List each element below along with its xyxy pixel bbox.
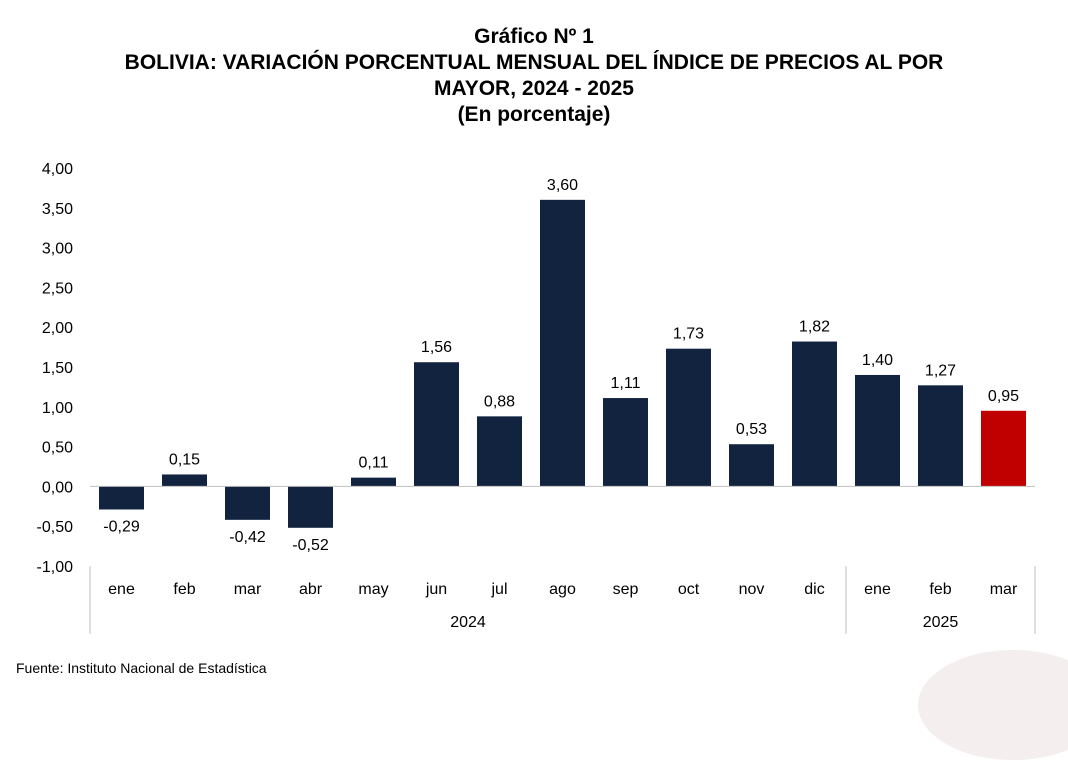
bar — [729, 444, 774, 487]
data-label: 3,60 — [547, 177, 578, 194]
data-label: 1,11 — [611, 375, 641, 392]
x-tick-label: ene — [108, 581, 135, 598]
x-tick-label: ene — [864, 581, 891, 598]
data-label: 1,40 — [862, 352, 893, 369]
y-tick-label: -0,50 — [37, 519, 74, 536]
y-tick-label: 2,50 — [42, 280, 73, 297]
x-tick-label: jun — [425, 581, 447, 598]
data-label: 1,73 — [673, 326, 704, 343]
data-label: -0,42 — [229, 529, 266, 546]
y-tick-label: 0,00 — [42, 479, 73, 496]
data-label: 1,82 — [799, 319, 830, 336]
bar — [414, 362, 459, 487]
data-label: 1,56 — [421, 339, 452, 356]
bar-chart: -1,00 -0,50 0,00 0,50 1,00 1,50 2,00 2,50 3,00 3,… — [37, 161, 1036, 634]
data-label: 0,15 — [169, 451, 200, 468]
data-label: -0,29 — [103, 518, 140, 535]
bar — [666, 348, 711, 487]
data-label: 1,27 — [925, 362, 956, 379]
x-tick-label: oct — [678, 581, 700, 598]
source-note: Fuente: Instituto Nacional de Estadístic… — [16, 660, 267, 676]
x-tick-label: ago — [549, 581, 576, 598]
bar — [792, 341, 837, 487]
bar — [477, 416, 522, 487]
x-tick-label: jul — [490, 581, 507, 598]
x-tick-label: nov — [739, 581, 765, 598]
y-tick-label: 0,50 — [42, 440, 73, 457]
bar — [288, 486, 333, 528]
chart-title-line-3: MAYOR, 2024 - 2025 — [433, 77, 634, 100]
y-tick-label: 1,50 — [42, 360, 73, 377]
bar — [918, 385, 963, 487]
chart-title-line-2: BOLIVIA: VARIACIÓN PORCENTUAL MENSUAL DE… — [124, 51, 944, 74]
y-tick-label: 4,00 — [42, 161, 73, 178]
data-label: 0,88 — [484, 393, 515, 410]
x-tick-label: feb — [173, 581, 195, 598]
year-group-label: 2024 — [450, 614, 486, 631]
x-tick-label: mar — [990, 581, 1018, 598]
bar — [603, 398, 648, 487]
chart-title-line-1: Gráfico Nº 1 — [474, 25, 594, 48]
x-tick-label: may — [358, 581, 388, 598]
y-tick-label: 1,00 — [42, 400, 73, 417]
bar — [225, 486, 270, 520]
bar — [99, 486, 144, 510]
x-tick-label: dic — [804, 581, 824, 598]
x-tick-label: mar — [234, 581, 262, 598]
x-tick-label: feb — [929, 581, 951, 598]
data-label: 0,95 — [988, 388, 1019, 405]
bar — [351, 477, 396, 487]
data-label: 0,11 — [359, 455, 389, 472]
chart-subtitle: (En porcentaje) — [457, 103, 611, 126]
bar — [981, 410, 1026, 487]
x-tick-label: abr — [299, 581, 323, 598]
bar — [855, 374, 900, 487]
y-tick-label: 3,00 — [42, 241, 73, 258]
y-tick-label: 3,50 — [42, 201, 73, 218]
x-tick-label: sep — [613, 581, 639, 598]
data-label: 0,53 — [736, 421, 767, 438]
year-group-label: 2025 — [923, 614, 959, 631]
data-label: -0,52 — [292, 537, 329, 554]
y-tick-label: 2,00 — [42, 320, 73, 337]
y-tick-label: -1,00 — [37, 559, 74, 576]
bar — [540, 199, 585, 487]
chart-title: Gráfico Nº 1 BOLIVIA: VARIACIÓN PORCENTU… — [0, 24, 1068, 128]
bar — [162, 474, 207, 487]
